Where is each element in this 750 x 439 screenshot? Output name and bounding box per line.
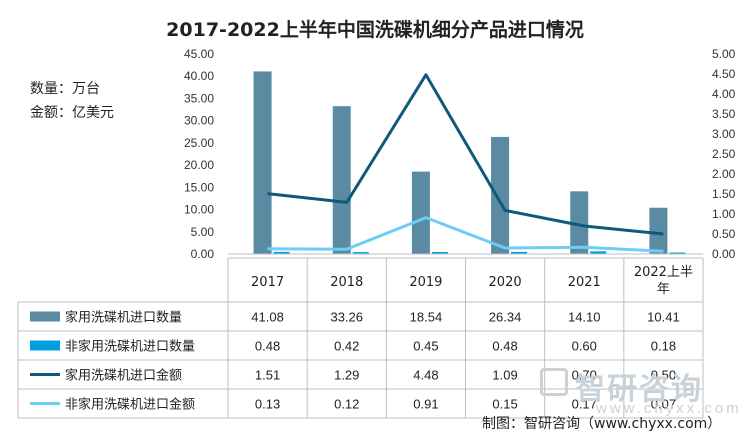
data-label: 41.08 xyxy=(251,310,284,325)
legend-key xyxy=(30,311,60,322)
right-tick-label: 3.00 xyxy=(712,127,736,141)
watermark-url: www.chyxx.com xyxy=(596,400,742,417)
data-label: 1.51 xyxy=(255,368,280,383)
commercial-quantity-bar xyxy=(511,251,528,254)
data-label: 10.41 xyxy=(647,310,680,325)
left-tick-label: 30.00 xyxy=(184,114,214,128)
data-label: 0.60 xyxy=(572,339,597,354)
commercial-quantity-bar xyxy=(590,251,607,254)
data-label: 0.48 xyxy=(255,339,280,354)
household-quantity-bar xyxy=(649,207,668,254)
household-quantity-bar xyxy=(491,136,510,254)
data-label: 1.09 xyxy=(492,368,517,383)
category-label: 2017 xyxy=(251,275,284,290)
right-tick-label: 0.50 xyxy=(712,227,736,241)
left-tick-label: 0.00 xyxy=(191,247,215,261)
left-tick-label: 25.00 xyxy=(184,136,214,150)
watermark-logo-icon xyxy=(540,368,568,396)
left-tick-label: 45.00 xyxy=(184,47,214,61)
household-quantity-bar xyxy=(332,106,351,254)
chart-title: 2017-2022上半年中国洗碟机细分产品进口情况 xyxy=(166,18,584,41)
household-quantity-bar xyxy=(411,171,430,254)
left-tick-label: 10.00 xyxy=(184,203,214,217)
right-tick-label: 2.00 xyxy=(712,167,736,181)
data-label: 0.70 xyxy=(572,368,597,383)
data-label: 0.42 xyxy=(334,339,359,354)
household-amount-line xyxy=(267,73,664,236)
legend-entry: 非家用洗碟机进口数量 xyxy=(65,339,195,355)
left-tick-label: 15.00 xyxy=(184,180,214,194)
left-tick-label: 5.00 xyxy=(191,225,215,239)
data-label: 0.17 xyxy=(572,397,597,412)
right-tick-label: 2.50 xyxy=(712,147,736,161)
commercial-quantity-bar xyxy=(431,252,448,254)
data-label: 0.07 xyxy=(651,397,676,412)
quantity-unit-note: 数量：万台 xyxy=(30,81,100,97)
data-label: 0.18 xyxy=(651,339,676,354)
data-label: 14.10 xyxy=(568,310,601,325)
legend-entry: 非家用洗碟机进口金额 xyxy=(65,397,195,413)
commercial-amount-line xyxy=(267,216,664,253)
data-label: 18.54 xyxy=(410,310,443,325)
commercial-quantity-bar xyxy=(273,251,290,254)
category-label: 2021 xyxy=(568,275,601,290)
bar-series xyxy=(228,71,703,255)
legend-entry: 家用洗碟机进口数量 xyxy=(65,310,182,326)
line-series xyxy=(267,73,664,253)
data-label: 26.34 xyxy=(489,310,522,325)
commercial-quantity-bar xyxy=(352,252,369,254)
data-label: 4.48 xyxy=(413,368,438,383)
data-label: 0.50 xyxy=(651,368,676,383)
left-tick-label: 20.00 xyxy=(184,158,214,172)
data-label: 0.13 xyxy=(255,397,280,412)
right-tick-label: 1.00 xyxy=(712,207,736,221)
right-tick-label: 5.00 xyxy=(712,47,736,61)
household-quantity-bar xyxy=(253,71,272,254)
data-label: 33.26 xyxy=(330,310,363,325)
category-label: 2019 xyxy=(409,275,442,290)
right-y-axis: 0.00 0.50 1.00 1.50 2.00 2.50 3.00 3.50 4.00 4.50… xyxy=(712,47,736,261)
watermark-brand: 智研咨询 xyxy=(575,372,703,407)
left-y-axis: 0.00 5.00 10.00 15.00 20.00 25.00 30.00 35.00 40… xyxy=(184,47,214,261)
legend-entry: 家用洗碟机进口金额 xyxy=(65,368,182,384)
commercial-quantity-bar xyxy=(669,252,686,254)
right-tick-label: 4.50 xyxy=(712,67,736,81)
data-label: 0.12 xyxy=(334,397,359,412)
category-label: 2020 xyxy=(489,275,522,290)
data-label: 0.91 xyxy=(413,397,438,412)
right-tick-label: 4.00 xyxy=(712,87,736,101)
data-label: 1.29 xyxy=(334,368,359,383)
source-note: 制图：智研咨询（www.chyxx.com） xyxy=(482,416,722,432)
right-tick-label: 1.50 xyxy=(712,187,736,201)
left-tick-label: 40.00 xyxy=(184,69,214,83)
category-label: 2018 xyxy=(330,275,363,290)
data-label: 0.15 xyxy=(492,397,517,412)
left-tick-label: 35.00 xyxy=(184,91,214,105)
legend-key xyxy=(30,340,60,351)
data-label: 0.48 xyxy=(492,339,517,354)
category-label: 2022上半年 xyxy=(634,265,693,297)
household-quantity-bar xyxy=(570,191,589,254)
right-tick-label: 0.00 xyxy=(712,247,736,261)
amount-unit-note: 金额：亿美元 xyxy=(30,105,114,121)
data-label: 0.45 xyxy=(413,339,438,354)
right-tick-label: 3.50 xyxy=(712,107,736,121)
